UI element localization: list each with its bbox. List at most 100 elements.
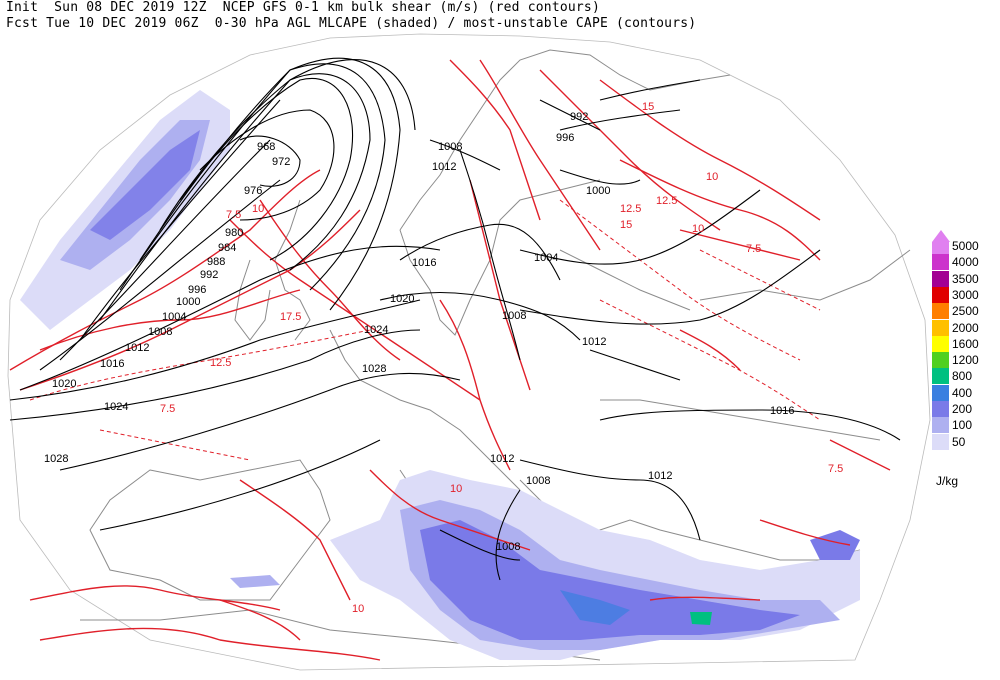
header-line-2: Fcst Tue 10 DEC 2019 06Z 0-30 hPa AGL ML…: [6, 16, 697, 31]
isobar-label: 1016: [770, 405, 794, 417]
isobar-label: 1012: [648, 470, 672, 482]
isobar-label: 1008: [496, 541, 520, 553]
legend-swatch: [932, 352, 949, 369]
legend-label: 400: [952, 385, 973, 400]
shear-label: 10: [692, 223, 704, 235]
legend-label: 3500: [952, 271, 979, 286]
legend-level: 4000: [928, 254, 1000, 271]
legend-level: 3000: [928, 286, 1000, 303]
legend-label: 4000: [952, 255, 979, 270]
cape-med-core: [690, 612, 712, 625]
isobar-label: 1008: [502, 310, 526, 322]
isobar-label: 1008: [526, 475, 550, 487]
shear-label: 15: [620, 219, 632, 231]
isobar-label: 1028: [44, 453, 68, 465]
legend-top-arrow: [932, 230, 950, 242]
isobar-label: 992: [200, 269, 218, 281]
isobar-label: 1016: [412, 257, 436, 269]
legend-level: 2500: [928, 303, 1000, 320]
shear-label: 15: [642, 101, 654, 113]
isobar-label: 976: [244, 185, 262, 197]
isobar-label: 988: [207, 256, 225, 268]
legend-swatch: [932, 368, 949, 385]
cape-atlantic-dark: [90, 130, 200, 240]
legend-label: 100: [952, 418, 973, 433]
legend-level: 2000: [928, 319, 1000, 336]
shear-label: 7.5: [746, 243, 761, 255]
legend-swatch: [932, 433, 949, 450]
isobar-label: 968: [257, 141, 275, 153]
isobar-label: 1012: [432, 161, 456, 173]
isobar-label: 1008: [148, 326, 172, 338]
cape-med-deep: [560, 590, 630, 625]
shear-label: 10: [252, 203, 264, 215]
cape-east-dark: [810, 530, 860, 560]
legend-label: 1600: [952, 336, 979, 351]
legend-level: 400: [928, 384, 1000, 401]
legend-swatch: [932, 384, 949, 401]
legend-swatch: [932, 270, 949, 287]
legend-level: 50: [928, 433, 1000, 450]
cape-med-dark: [420, 520, 800, 640]
legend-unit: J/kg: [936, 474, 959, 488]
shear-label: 12.5: [620, 203, 641, 215]
shear-label: 17.5: [280, 311, 301, 323]
legend-label: 50: [952, 434, 966, 449]
shear-label: 10: [450, 483, 462, 495]
legend-level: 3500: [928, 270, 1000, 287]
legend-swatch: [932, 254, 949, 271]
isobar-label: 1004: [534, 252, 558, 264]
legend-swatch: [932, 401, 949, 417]
legend-level: 800: [928, 368, 1000, 385]
legend-label: 3000: [952, 287, 979, 302]
isobar-label: 1020: [52, 378, 76, 390]
isobar-label: 1016: [100, 358, 124, 370]
legend-swatch: [932, 335, 949, 352]
legend-level: 200: [928, 401, 1000, 417]
legend-level: 100: [928, 417, 1000, 434]
legend-swatch: [932, 303, 949, 320]
legend-label: 200: [952, 402, 973, 416]
isobar-label: 992: [570, 111, 588, 123]
isobar-label: 1008: [438, 141, 462, 153]
shear-label: 10: [352, 603, 364, 615]
legend-swatch: [932, 286, 949, 303]
legend-label: 2500: [952, 304, 979, 319]
legend-level: 5000: [928, 238, 1000, 254]
cape-shading: [20, 90, 860, 660]
isobar-label: 1004: [162, 311, 186, 323]
isobar-label: 972: [272, 156, 290, 168]
legend-label: 5000: [952, 239, 979, 253]
isobar-label: 996: [188, 284, 206, 296]
isobar-label: 1020: [390, 293, 414, 305]
isobar-contours: [9, 57, 901, 581]
shear-contours-dashed: [29, 199, 821, 461]
legend-level: 1200: [928, 352, 1000, 369]
shear-label: 7.5: [226, 209, 241, 221]
isobar-label: 996: [556, 132, 574, 144]
shear-label: 10: [706, 171, 718, 183]
shear-label: 7.5: [828, 463, 843, 475]
shear-label: 7.5: [160, 403, 175, 415]
cape-spain-light: [230, 575, 280, 588]
shear-label: 12.5: [210, 357, 231, 369]
legend-label: 2000: [952, 320, 979, 335]
shear-label: 12.5: [656, 195, 677, 207]
isobar-label: 1012: [582, 336, 606, 348]
header-line-1: Init Sun 08 DEC 2019 12Z NCEP GFS 0-1 km…: [6, 0, 600, 15]
legend-swatch: [932, 319, 949, 336]
isobar-labels: 968 972 976 980 984 988 992 996 1000 100…: [44, 111, 794, 553]
legend-level: 1600: [928, 335, 1000, 352]
map-domain-outline: [7, 33, 931, 671]
legend-label: 800: [952, 369, 973, 384]
isobar-label: 984: [218, 242, 236, 254]
legend-swatch: [932, 417, 949, 434]
legend-swatch: [932, 242, 949, 254]
isobar-label: 1024: [104, 401, 128, 413]
isobar-label: 1024: [364, 324, 388, 336]
isobar-label: 1012: [490, 453, 514, 465]
isobar-label: 1028: [362, 363, 386, 375]
isobar-label: 1000: [586, 185, 610, 197]
legend-label: 1200: [952, 353, 979, 368]
